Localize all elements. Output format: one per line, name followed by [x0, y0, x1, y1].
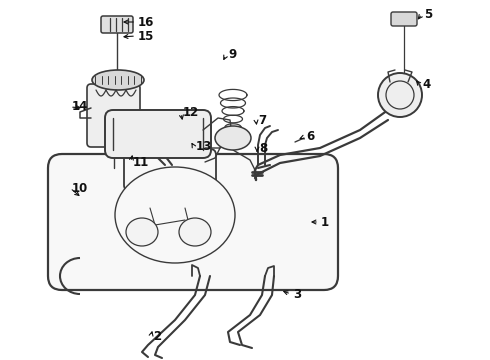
Text: 15: 15	[138, 30, 154, 42]
Ellipse shape	[115, 167, 235, 263]
FancyBboxPatch shape	[105, 110, 211, 158]
Text: 12: 12	[183, 107, 199, 120]
FancyBboxPatch shape	[101, 16, 133, 33]
Text: 16: 16	[138, 15, 154, 28]
Text: 9: 9	[228, 49, 236, 62]
Ellipse shape	[92, 70, 144, 90]
Text: 7: 7	[258, 113, 266, 126]
FancyBboxPatch shape	[48, 154, 338, 290]
Text: 1: 1	[321, 216, 329, 229]
Text: 2: 2	[153, 329, 161, 342]
Text: 5: 5	[424, 8, 432, 21]
Text: 3: 3	[293, 288, 301, 301]
Ellipse shape	[179, 218, 211, 246]
Text: 11: 11	[133, 156, 149, 168]
Text: 4: 4	[422, 78, 430, 91]
FancyBboxPatch shape	[391, 12, 417, 26]
Ellipse shape	[126, 218, 158, 246]
Ellipse shape	[215, 126, 251, 150]
Text: 13: 13	[196, 140, 212, 153]
Text: 6: 6	[306, 130, 314, 144]
Text: 14: 14	[72, 100, 88, 113]
FancyBboxPatch shape	[124, 149, 216, 191]
FancyBboxPatch shape	[87, 84, 140, 147]
Text: 10: 10	[72, 181, 88, 194]
Text: 8: 8	[259, 141, 267, 154]
Ellipse shape	[386, 81, 414, 109]
Ellipse shape	[378, 73, 422, 117]
